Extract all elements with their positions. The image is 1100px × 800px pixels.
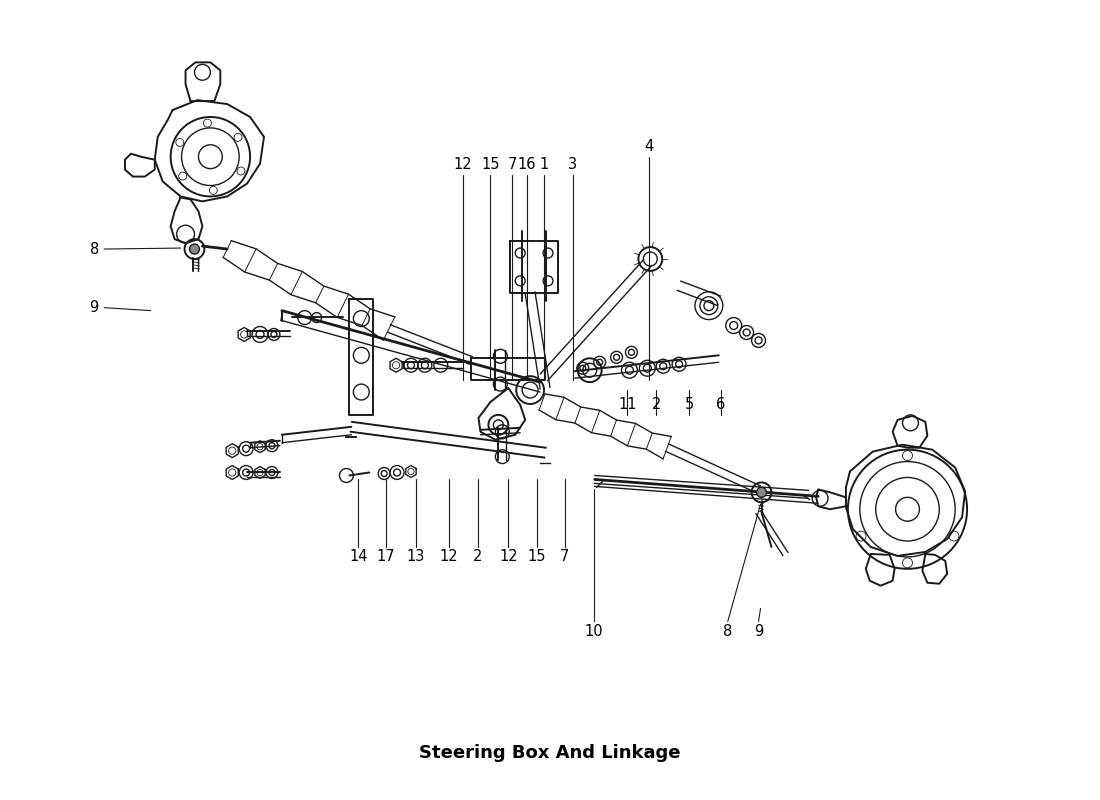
- Text: 13: 13: [407, 550, 425, 565]
- Text: 4: 4: [645, 139, 653, 154]
- Text: 7: 7: [507, 157, 517, 172]
- Text: Steering Box And Linkage: Steering Box And Linkage: [419, 743, 681, 762]
- Circle shape: [189, 244, 199, 254]
- Text: 1: 1: [539, 157, 549, 172]
- Text: 14: 14: [349, 550, 367, 565]
- Text: 17: 17: [377, 550, 396, 565]
- Text: 12: 12: [439, 550, 458, 565]
- Text: 12: 12: [453, 157, 472, 172]
- Text: 12: 12: [499, 550, 518, 565]
- Text: 11: 11: [618, 398, 637, 413]
- Text: 15: 15: [481, 157, 499, 172]
- Circle shape: [757, 487, 767, 498]
- Text: 2: 2: [473, 550, 482, 565]
- Text: 16: 16: [518, 157, 537, 172]
- Text: 7: 7: [560, 550, 570, 565]
- Text: 10: 10: [584, 624, 603, 639]
- Text: 3: 3: [569, 157, 578, 172]
- Text: 2: 2: [651, 398, 661, 413]
- Text: 5: 5: [684, 398, 694, 413]
- Text: 8: 8: [723, 624, 733, 639]
- Text: 6: 6: [716, 398, 725, 413]
- Text: 9: 9: [754, 624, 763, 639]
- Text: 15: 15: [528, 550, 547, 565]
- Text: 8: 8: [89, 242, 99, 257]
- Text: 9: 9: [89, 300, 99, 315]
